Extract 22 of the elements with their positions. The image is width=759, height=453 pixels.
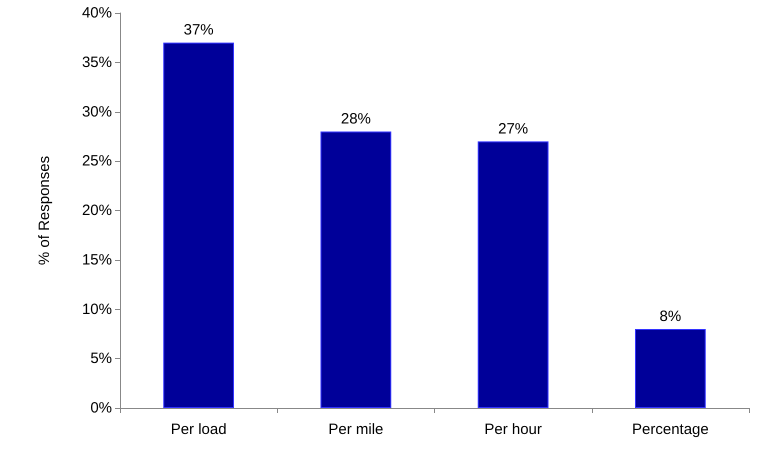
- y-tick-label: 35%: [82, 54, 112, 71]
- y-axis-title: % of Responses: [36, 156, 53, 266]
- y-tick-label: 15%: [82, 251, 112, 268]
- y-tick-label: 30%: [82, 103, 112, 120]
- x-tick-label: Per load: [170, 421, 227, 438]
- x-tick-label: Per hour: [484, 421, 542, 438]
- data-label: 27%: [498, 120, 528, 138]
- y-tick-label: 40%: [82, 4, 112, 22]
- bar: [634, 329, 706, 408]
- x-tick-label: Per mile: [328, 421, 384, 438]
- data-label: 37%: [184, 22, 214, 39]
- y-tick-label: 0%: [90, 400, 112, 416]
- bar: [163, 42, 234, 408]
- bar: [320, 132, 392, 408]
- y-tick-label: 20%: [82, 202, 112, 219]
- data-label: 28%: [340, 110, 371, 128]
- x-tick-label: Percentage: [632, 421, 709, 438]
- bar: [478, 141, 549, 408]
- y-tick-label: 25%: [82, 152, 112, 170]
- data-label: 8%: [660, 308, 682, 325]
- y-tick-label: 10%: [82, 300, 112, 318]
- y-tick-label: 5%: [90, 350, 112, 368]
